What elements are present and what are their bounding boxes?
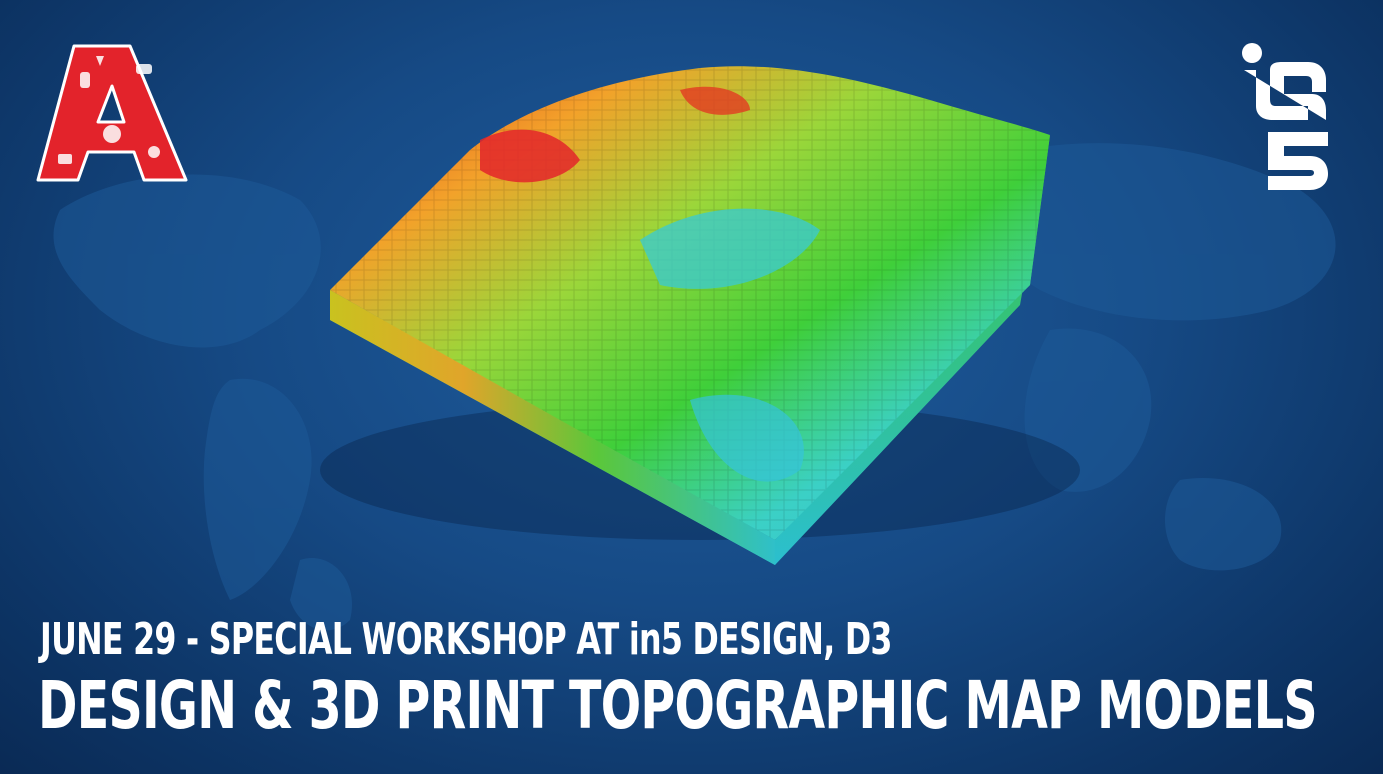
- workshop-subtitle: JUNE 29 - SPECIAL WORKSHOP AT in5 DESIGN…: [40, 614, 892, 665]
- in5-logo: [1242, 43, 1328, 190]
- maker-letter-a-logo: [36, 44, 188, 182]
- workshop-title: DESIGN & 3D PRINT TOPOGRAPHIC MAP MODELS: [38, 667, 1318, 744]
